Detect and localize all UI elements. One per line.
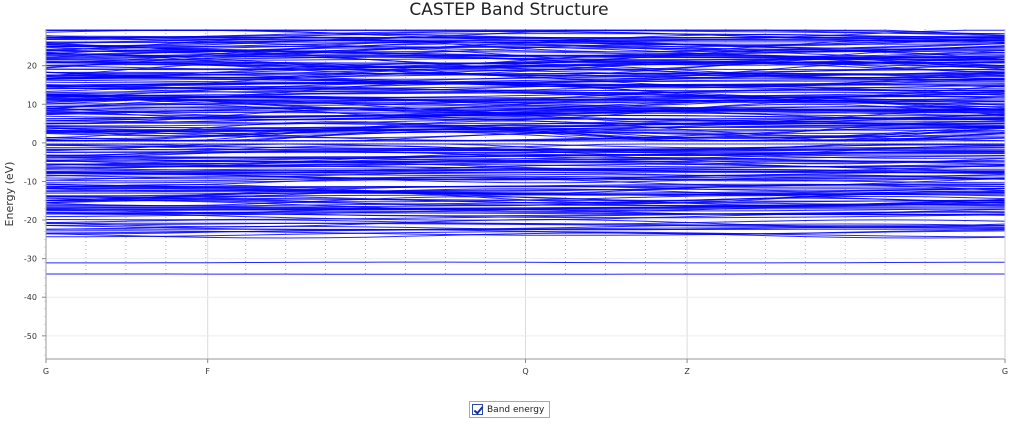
- band-line: [45, 82, 1006, 86]
- band-line: [46, 143, 1005, 150]
- legend-checkbox[interactable]: [472, 404, 483, 415]
- band-line: [45, 145, 1006, 157]
- y-tick-label: -30: [24, 255, 37, 264]
- band-line: [45, 223, 1006, 231]
- x-tick-label: F: [205, 367, 210, 376]
- band-line: [46, 261, 1006, 264]
- y-axis-label: Energy (eV): [3, 162, 16, 227]
- band-line: [45, 106, 1006, 110]
- x-tick-label: Q: [522, 367, 528, 376]
- x-tick-label: Z: [684, 367, 690, 376]
- y-tick-label: -50: [24, 332, 37, 341]
- legend[interactable]: Band energy: [469, 401, 551, 418]
- y-tick-label: -10: [24, 177, 37, 186]
- band-line: [45, 106, 1006, 117]
- band-line: [45, 39, 1006, 48]
- band-line: [45, 107, 1006, 124]
- x-tick-label: G: [43, 367, 49, 376]
- band-line: [46, 29, 1006, 35]
- band-line: [45, 162, 1006, 168]
- x-tick-label: G: [1002, 367, 1008, 376]
- y-tick-label: 0: [32, 139, 37, 148]
- band-layer: [45, 29, 1006, 275]
- y-tick-label: -20: [24, 216, 37, 225]
- axis-layer: 20 10 0 -10 -20 -30 -40 -50 G F Q Z G: [24, 29, 1008, 376]
- chart-title: CASTEP Band Structure: [409, 0, 609, 20]
- band-line: [45, 206, 1006, 209]
- band-line: [45, 36, 1006, 45]
- band-line: [46, 99, 1005, 102]
- band-line: [45, 153, 1006, 165]
- y-tick-label: 20: [27, 62, 37, 71]
- band-line: [45, 163, 1005, 173]
- y-tick-label: 10: [27, 100, 37, 109]
- band-line: [45, 130, 1006, 137]
- y-tick-label: -40: [24, 293, 37, 302]
- legend-label: Band energy: [487, 404, 545, 415]
